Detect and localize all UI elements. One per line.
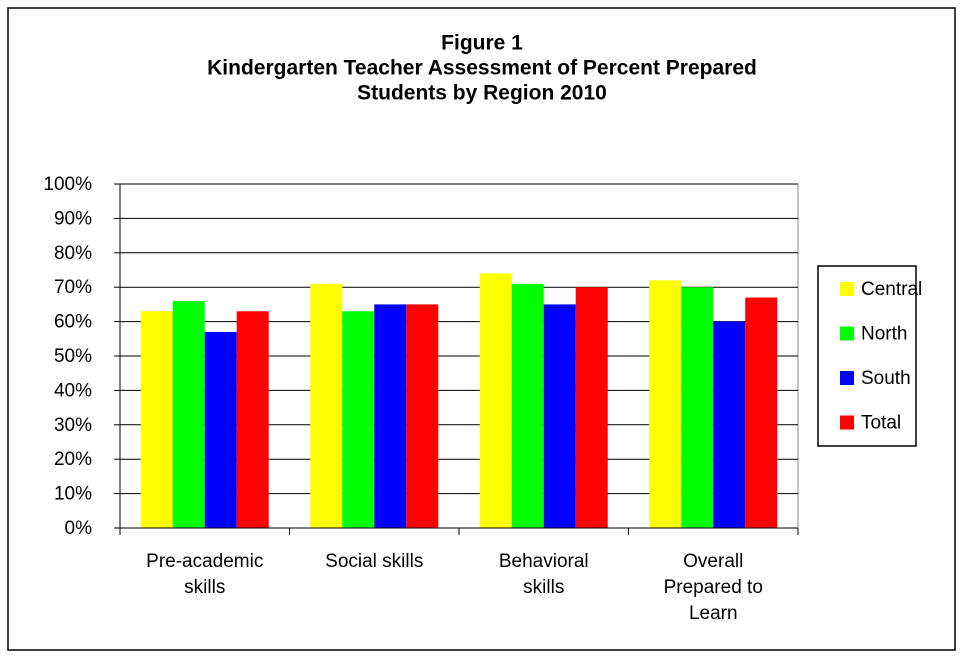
- bar: [406, 304, 439, 528]
- legend-box: [817, 265, 917, 447]
- x-tick-label: skills: [184, 577, 225, 598]
- legend-swatch: [840, 415, 854, 430]
- bar: [575, 287, 608, 528]
- y-tick-label: 100%: [43, 174, 92, 195]
- bar: [713, 321, 746, 528]
- y-tick-label: 20%: [54, 449, 92, 470]
- y-tick-label: 30%: [54, 415, 92, 436]
- bar: [236, 311, 269, 528]
- bar: [543, 304, 576, 528]
- bar: [649, 280, 682, 528]
- y-tick-label: 40%: [54, 380, 92, 401]
- legend-swatch: [840, 282, 854, 296]
- bar: [479, 273, 512, 528]
- legend-label: South: [861, 368, 911, 389]
- y-tick-label: 80%: [54, 243, 92, 264]
- y-tick-label: 0%: [65, 518, 93, 539]
- bar: [681, 287, 714, 528]
- y-tick-label: 60%: [54, 312, 92, 333]
- x-tick-label: Learn: [689, 603, 738, 624]
- x-tick-label: skills: [523, 577, 564, 598]
- legend-swatch: [840, 326, 854, 341]
- legend-label: Total: [861, 413, 901, 434]
- bar: [511, 283, 544, 528]
- y-tick-label: 90%: [54, 208, 92, 229]
- chart-title: Students by Region 2010: [357, 82, 607, 105]
- y-tick-label: 10%: [54, 484, 92, 505]
- x-tick-label: Overall: [683, 551, 743, 572]
- bar: [140, 311, 173, 528]
- x-tick-label: Behavioral: [499, 551, 589, 572]
- x-tick-label: Social skills: [325, 551, 423, 572]
- chart-title: Figure 1: [441, 32, 523, 55]
- y-tick-label: 50%: [54, 346, 92, 367]
- bar: [310, 283, 343, 528]
- y-tick-label: 70%: [54, 277, 92, 298]
- bar: [342, 311, 375, 528]
- bar: [374, 304, 407, 528]
- bar: [745, 297, 778, 528]
- x-tick-label: Pre-academic: [146, 551, 263, 572]
- legend-label: North: [861, 324, 907, 345]
- bar: [172, 300, 205, 528]
- chart-title: Kindergarten Teacher Assessment of Perce…: [207, 57, 757, 80]
- x-tick-label: Prepared to: [664, 577, 763, 598]
- legend-label: Central: [861, 279, 922, 300]
- bar: [204, 331, 237, 528]
- legend-swatch: [840, 371, 854, 385]
